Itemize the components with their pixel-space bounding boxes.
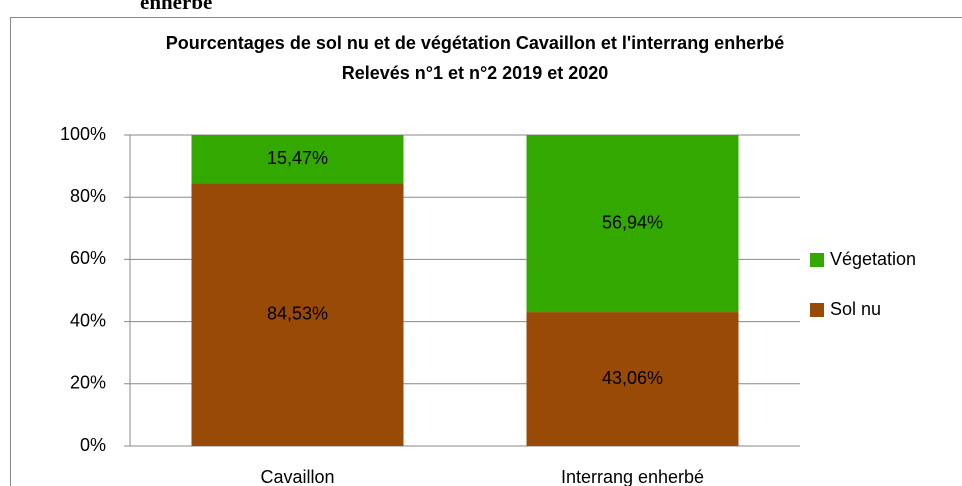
bar-segment [191, 135, 404, 184]
data-label: 15,47% [267, 148, 328, 168]
data-label: 56,94% [602, 212, 663, 232]
bar-segment [526, 312, 739, 446]
bar-segment [526, 135, 739, 313]
chart-frame [10, 17, 962, 486]
legend-swatch [810, 253, 824, 267]
y-tick-label: 100% [60, 124, 106, 144]
data-label: 43,06% [602, 368, 663, 388]
legend-label: Sol nu [830, 299, 881, 319]
legend-swatch [810, 303, 824, 317]
x-tick-label: Interrang enherbé [561, 467, 704, 486]
legend-label: Végetation [830, 249, 916, 269]
chart-title: Pourcentages de sol nu et de végétation … [166, 33, 784, 53]
y-tick-label: 0% [80, 435, 106, 455]
x-tick-label: Cavaillon [260, 467, 334, 486]
y-tick-label: 80% [70, 186, 106, 206]
data-label: 84,53% [267, 303, 328, 323]
y-tick-label: 20% [70, 373, 106, 393]
bar-segment [191, 183, 404, 446]
y-tick-label: 40% [70, 310, 106, 330]
y-tick-label: 60% [70, 248, 106, 268]
chart-subtitle: Relevés n°1 et n°2 2019 et 2020 [342, 63, 609, 83]
caption-fragment: enherbé [140, 0, 212, 14]
